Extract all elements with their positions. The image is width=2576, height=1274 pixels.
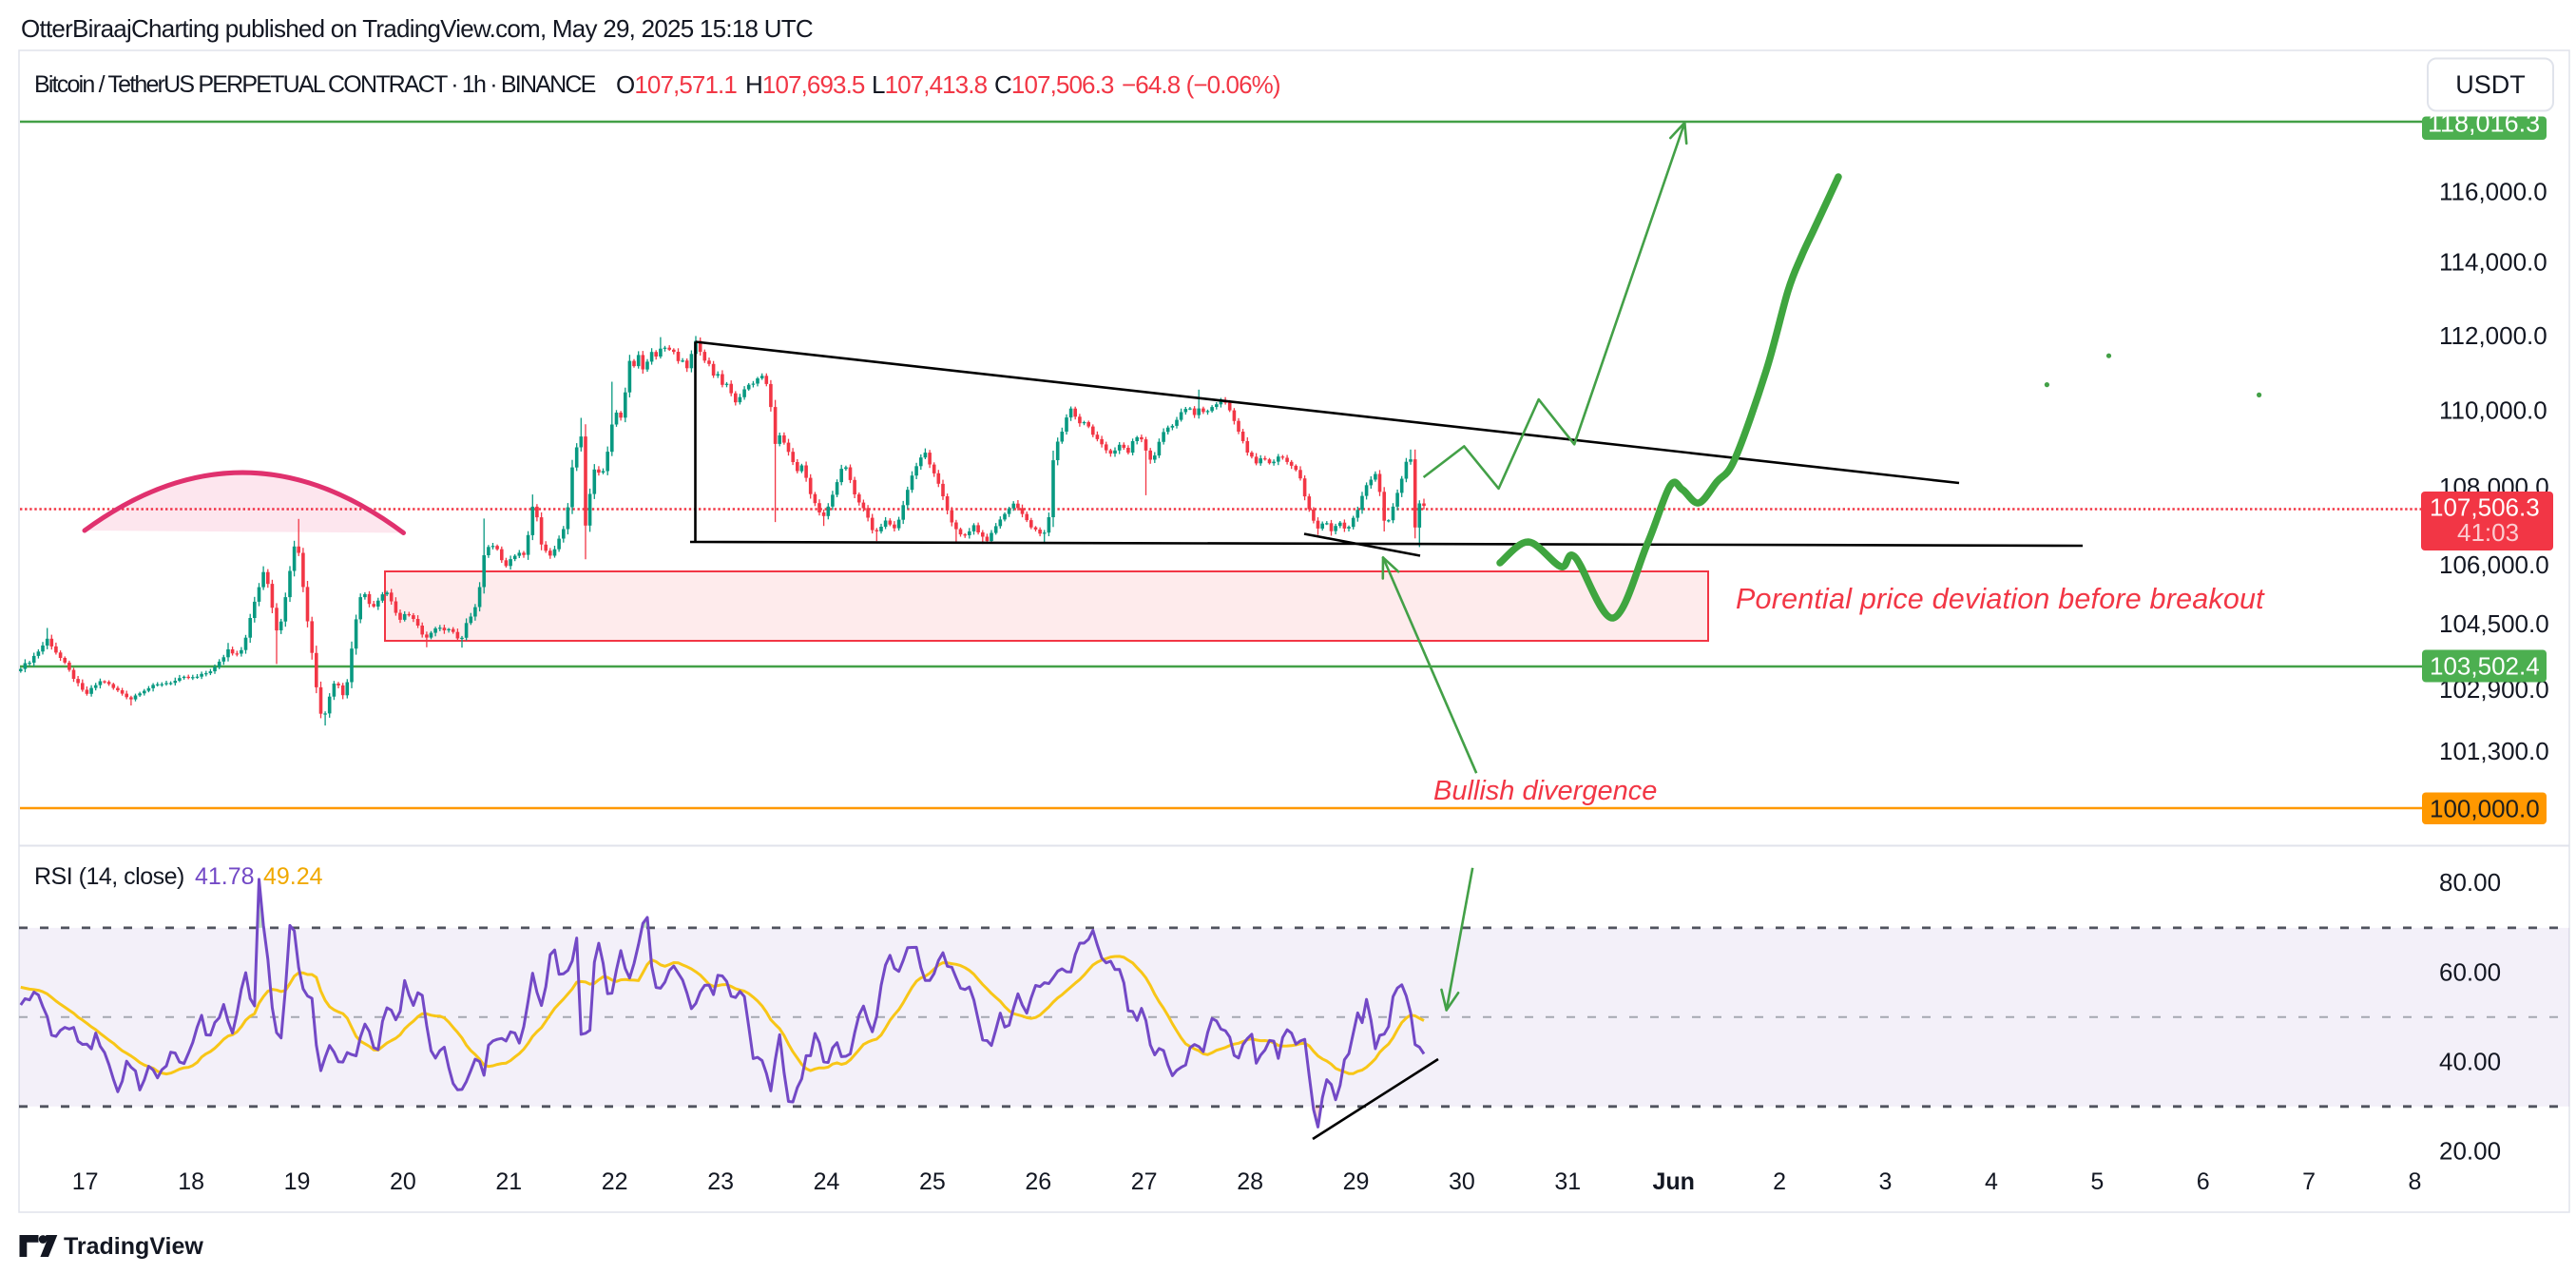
svg-text:25: 25 <box>919 1168 946 1195</box>
svg-text:100,000.0: 100,000.0 <box>2430 795 2540 823</box>
svg-text:4: 4 <box>1985 1168 1998 1195</box>
svg-text:31: 31 <box>1554 1168 1581 1195</box>
svg-text:2: 2 <box>1773 1168 1786 1195</box>
svg-text:107,506.3: 107,506.3 <box>2430 493 2540 522</box>
svg-text:41:03: 41:03 <box>2457 518 2519 547</box>
svg-text:101,300.0: 101,300.0 <box>2439 737 2549 765</box>
svg-text:21: 21 <box>495 1168 522 1195</box>
svg-text:116,000.0: 116,000.0 <box>2439 178 2547 206</box>
svg-text:60.00: 60.00 <box>2439 958 2501 987</box>
svg-text:3: 3 <box>1879 1168 1893 1195</box>
svg-text:29: 29 <box>1343 1168 1370 1195</box>
svg-text:24: 24 <box>814 1168 840 1195</box>
svg-text:30: 30 <box>1449 1168 1475 1195</box>
svg-text:28: 28 <box>1237 1168 1263 1195</box>
svg-text:110,000.0: 110,000.0 <box>2439 396 2547 425</box>
svg-text:112,000.0: 112,000.0 <box>2439 321 2547 350</box>
svg-text:USDT: USDT <box>2455 70 2526 99</box>
svg-text:7: 7 <box>2302 1168 2316 1195</box>
svg-text:TradingView: TradingView <box>64 1233 203 1260</box>
svg-text:22: 22 <box>602 1168 628 1195</box>
svg-text:19: 19 <box>284 1168 311 1195</box>
svg-text:103,502.4: 103,502.4 <box>2430 652 2540 681</box>
svg-text:20: 20 <box>390 1168 416 1195</box>
svg-text:106,000.0: 106,000.0 <box>2439 550 2549 579</box>
svg-text:Jun: Jun <box>1652 1168 1694 1195</box>
svg-text:26: 26 <box>1025 1168 1051 1195</box>
svg-text:104,500.0: 104,500.0 <box>2439 609 2549 638</box>
svg-text:8: 8 <box>2409 1168 2422 1195</box>
svg-text:23: 23 <box>707 1168 734 1195</box>
svg-text:80.00: 80.00 <box>2439 868 2501 897</box>
svg-text:40.00: 40.00 <box>2439 1048 2501 1076</box>
svg-text:118,016.3: 118,016.3 <box>2428 109 2540 138</box>
svg-text:27: 27 <box>1131 1168 1158 1195</box>
svg-text:6: 6 <box>2197 1168 2210 1195</box>
svg-text:17: 17 <box>72 1168 99 1195</box>
svg-text:20.00: 20.00 <box>2439 1137 2501 1166</box>
svg-text:114,000.0: 114,000.0 <box>2439 248 2547 277</box>
svg-text:18: 18 <box>178 1168 204 1195</box>
svg-text:5: 5 <box>2090 1168 2104 1195</box>
